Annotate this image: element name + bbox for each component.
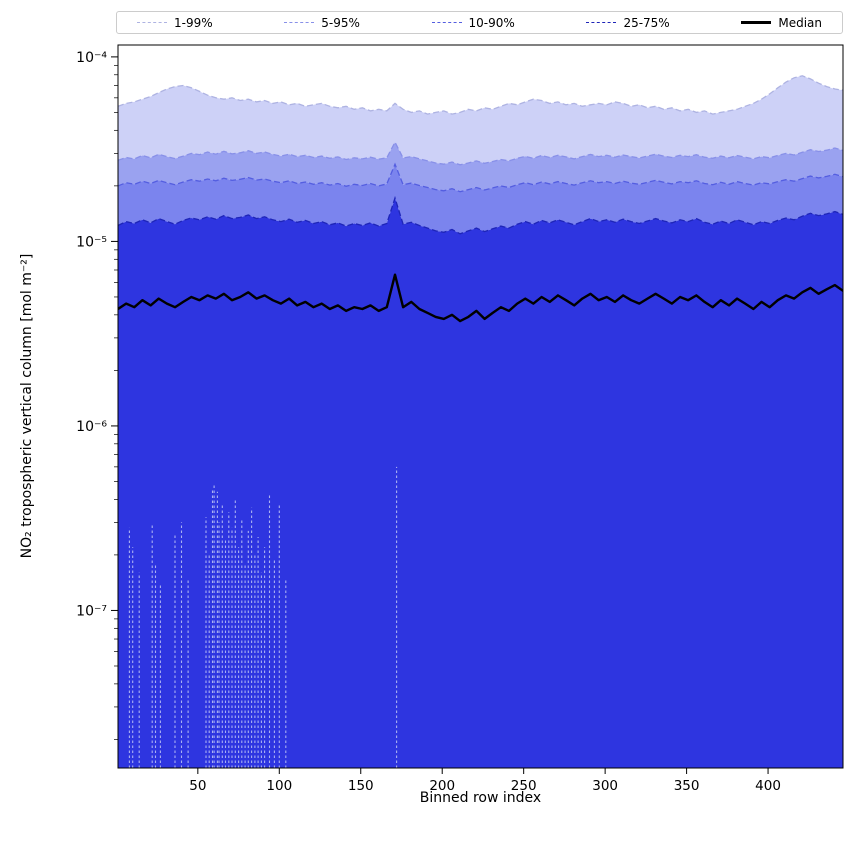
legend-entry-25-75: 25-75% [586,15,670,30]
legend-line-sample-25-75 [586,22,617,23]
median-line [118,273,843,323]
band-line-5-95% [118,140,843,166]
x-tick-label: 250 [511,778,537,794]
legend-entry-10-90: 10-90% [431,15,515,30]
y-tick-label: 10⁻⁵ [76,234,107,250]
legend-label-median: Median [778,15,822,30]
band-fill-1-99% [118,75,843,165]
x-axis-label: Binned row index [419,790,542,806]
legend-entry-median: Median [741,17,822,29]
band-line-25-75% [118,195,843,235]
legend: 1-99% 5-95% 10-90% 25-75% Median [116,11,843,34]
y-tick-label: 10⁻⁷ [76,603,107,619]
y-tick-label: 10⁻⁶ [76,419,107,435]
band-fill-25-75% [118,198,843,768]
legend-line-sample-10-90 [431,22,462,23]
x-tick-label: 350 [674,778,700,794]
band-line-10-90% [118,162,843,193]
x-tick-label: 200 [429,778,455,794]
legend-line-sample-median [741,21,772,24]
legend-entry-1-99: 1-99% [137,17,213,29]
legend-label-25-75: 25-75% [623,15,670,30]
legend-label-1-99: 1-99% [174,15,213,30]
band-fill-5-95% [118,142,843,192]
x-tick-label: 100 [266,778,292,794]
x-tick-label: 150 [348,778,374,794]
legend-entry-5-95: 5-95% [284,17,360,29]
band-line-1-99% [118,75,843,115]
x-tick-label: 300 [592,778,618,794]
y-axis-label: NO₂ tropospheric vertical column [mol m⁻… [19,253,35,559]
x-tick-label: 400 [755,778,781,794]
legend-label-5-95: 5-95% [321,15,360,30]
band-fill-10-90% [118,164,843,234]
plot-area [118,75,843,768]
legend-label-10-90: 10-90% [468,15,515,30]
y-tick-label: 10⁻⁴ [76,50,107,66]
legend-line-sample-5-95 [284,22,315,23]
axes-frame [117,44,844,769]
x-tick-label: 50 [189,778,206,794]
legend-line-sample-1-99 [137,22,167,23]
